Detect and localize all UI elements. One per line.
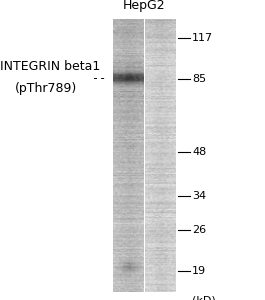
Text: (kD): (kD): [192, 296, 216, 300]
Text: 85: 85: [192, 74, 206, 84]
Text: 19: 19: [192, 266, 206, 275]
Text: --: --: [92, 72, 107, 85]
Text: HepG2: HepG2: [123, 0, 166, 13]
Text: 117: 117: [192, 33, 213, 43]
Text: 26: 26: [192, 225, 206, 236]
Text: (pThr789): (pThr789): [15, 82, 77, 95]
Text: 34: 34: [192, 191, 206, 201]
Text: 48: 48: [192, 147, 206, 157]
Text: INTEGRIN beta1: INTEGRIN beta1: [0, 60, 100, 73]
